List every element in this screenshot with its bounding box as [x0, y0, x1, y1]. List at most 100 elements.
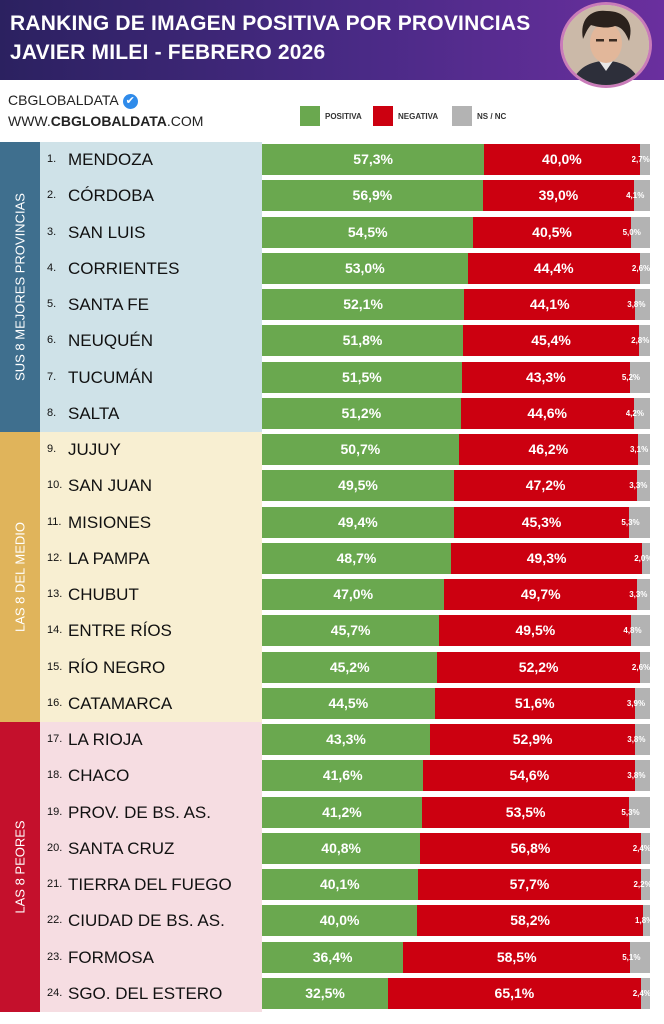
bar-nsnc: [629, 796, 650, 828]
bar-negativa: [444, 579, 638, 610]
label-positiva: 51,2%: [341, 404, 382, 421]
source-brand: CBGLOBALDATA ✔: [8, 92, 138, 109]
label-nsnc: 5,2%: [621, 372, 641, 382]
label-nsnc: 5,3%: [621, 807, 640, 817]
label-negativa: 46,2%: [528, 441, 569, 457]
chart-title-line1: RANKING DE IMAGEN POSITIVA POR PROVINCIA…: [10, 12, 531, 35]
label-nsnc: 4,8%: [623, 626, 642, 636]
label-nsnc: 4,1%: [626, 191, 645, 201]
row-province-name: SANTA FE: [68, 295, 149, 314]
label-negativa: 52,9%: [512, 731, 553, 747]
url-suffix: .COM: [166, 113, 204, 129]
legend-negativa: NEGATIVA: [373, 106, 438, 126]
row-province-name: LA RIOJA: [68, 730, 143, 749]
legend-label-nsnc: NS / NC: [477, 111, 507, 121]
bar-positiva: [262, 796, 422, 828]
label-nsnc: 3,3%: [629, 590, 648, 599]
bar-nsnc: [635, 724, 650, 755]
label-positiva: 51,8%: [342, 332, 383, 349]
row-province-name: RÍO NEGRO: [68, 657, 166, 677]
bar-positiva: [262, 252, 468, 284]
label-negativa: 53,5%: [505, 803, 546, 820]
label-negativa: 52,2%: [518, 658, 559, 675]
bar-nsnc: [635, 289, 650, 320]
legend-label-positiva: POSITIVA: [325, 111, 362, 121]
row-province-name: SAN LUIS: [68, 222, 146, 242]
row-province-name: NEUQUÉN: [68, 331, 154, 351]
row-province-name: LA PAMPA: [68, 548, 150, 568]
row-rank: 1.: [47, 153, 57, 165]
row-province-name: TUCUMÁN: [68, 367, 153, 387]
label-negativa: 39,0%: [538, 187, 579, 204]
label-positiva: 40,1%: [319, 876, 360, 892]
section-band-mejores: [0, 142, 262, 432]
label-positiva: 53,0%: [344, 259, 385, 276]
legend-label-negativa: NEGATIVA: [398, 111, 439, 121]
section-band-medio: [0, 432, 262, 722]
legend-positiva: POSITIVA: [300, 106, 362, 126]
bar-positiva: [262, 832, 421, 864]
label-positiva: 54,5%: [347, 223, 388, 240]
bar-positiva: [262, 687, 435, 719]
row-rank: 18.: [47, 769, 63, 782]
bar-positiva: [262, 542, 451, 574]
row-rank: 8.: [47, 406, 57, 419]
source-url[interactable]: WWW.CBGLOBALDATA.COM: [8, 113, 203, 129]
label-negativa: 49,3%: [526, 549, 567, 566]
row-province-name: SAN JUAN: [68, 476, 153, 496]
portrait-avatar: [560, 2, 652, 88]
label-positiva: 40,0%: [319, 912, 360, 929]
label-negativa: 40,5%: [532, 223, 572, 240]
row-province-name: CATAMARCA: [68, 693, 173, 713]
row-rank: 5.: [47, 298, 57, 310]
label-positiva: 51,5%: [342, 368, 382, 385]
row-rank: 15.: [47, 660, 63, 673]
bar-nsnc: [640, 977, 650, 1009]
source-name: CBGLOBALDATA: [8, 92, 119, 108]
row-province-name: MENDOZA: [68, 150, 153, 169]
bar-negativa: [461, 361, 630, 393]
bar-negativa: [423, 760, 636, 792]
row-province-name: CORRIENTES: [68, 258, 180, 278]
bar-nsnc: [635, 760, 650, 792]
label-nsnc: 2,4%: [632, 988, 651, 998]
bar-negativa: [430, 724, 636, 755]
bar-nsnc: [634, 687, 650, 719]
bar-nsnc: [639, 252, 650, 284]
portrait-illustration: [563, 5, 649, 85]
bar-negativa: [439, 615, 632, 647]
chart-title-line2: JAVIER MILEI - FEBRERO 2026: [10, 41, 326, 64]
bar-nsnc: [642, 542, 650, 574]
label-positiva: 45,2%: [329, 658, 370, 675]
bar-positiva: [262, 651, 438, 683]
section-tab-peores: [0, 722, 40, 1012]
label-positiva: 41,2%: [322, 803, 362, 820]
label-positiva: 32,5%: [305, 984, 345, 1001]
label-nsnc: 3,8%: [627, 735, 646, 744]
label-positiva: 47,0%: [333, 586, 374, 602]
bar-positiva: [262, 724, 430, 755]
bar-positiva: [262, 289, 465, 320]
bar-negativa: [464, 289, 636, 320]
label-nsnc: 5,1%: [622, 952, 641, 962]
label-positiva: 50,7%: [340, 441, 381, 457]
bar-negativa: [417, 869, 642, 900]
label-nsnc: 2,7%: [631, 155, 650, 164]
label-negativa: 40,0%: [542, 151, 582, 167]
label-nsnc: 3,1%: [629, 445, 649, 454]
legend-swatch-nsnc: [452, 106, 472, 126]
label-nsnc: 3,8%: [627, 300, 646, 309]
bar-nsnc: [629, 361, 650, 393]
row-province-name: SALTA: [68, 403, 120, 423]
row-province-name: CIUDAD DE BS. AS.: [68, 911, 225, 931]
label-negativa: 58,5%: [496, 948, 537, 965]
row-rank: 24.: [47, 986, 63, 999]
label-positiva: 36,4%: [312, 948, 353, 965]
row-province-name: ENTRE RÍOS: [68, 621, 172, 641]
label-nsnc: 2,0%: [634, 553, 653, 563]
label-negativa: 51,6%: [514, 694, 555, 711]
bar-positiva: [262, 977, 389, 1009]
bar-positiva: [262, 434, 459, 465]
bar-positiva: [262, 216, 474, 248]
label-positiva: 49,5%: [338, 477, 378, 494]
